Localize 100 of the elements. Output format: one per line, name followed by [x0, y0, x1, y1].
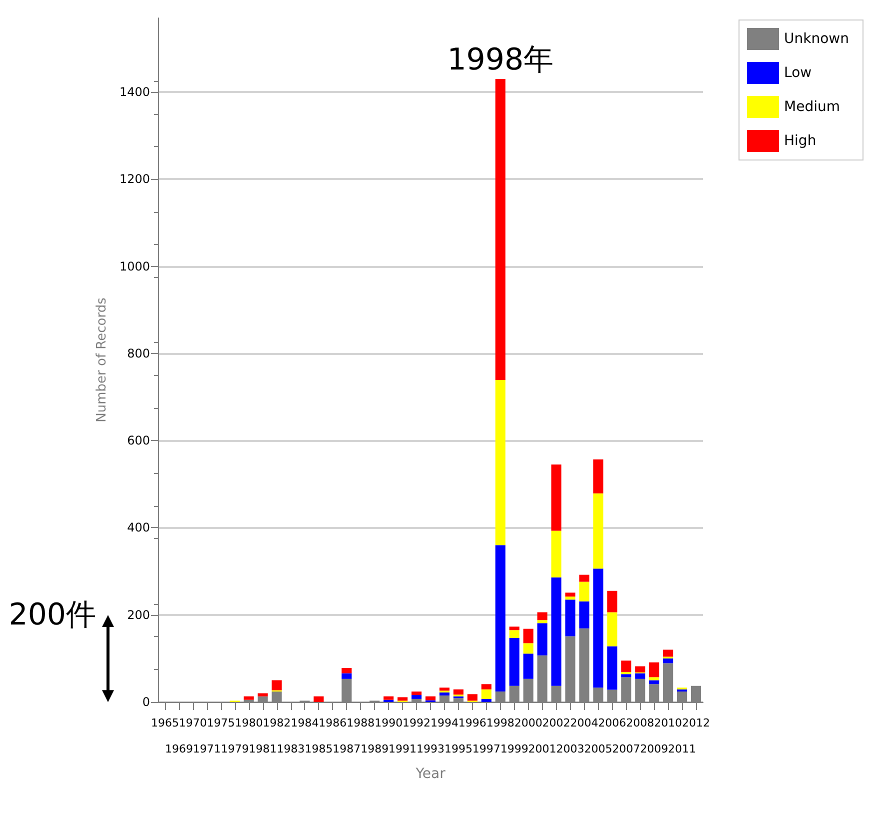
bar	[607, 590, 618, 612]
bar	[593, 493, 604, 569]
legend-label: High	[784, 133, 816, 149]
bar	[342, 668, 352, 674]
bar	[495, 78, 506, 380]
bar	[607, 646, 618, 690]
bar	[565, 600, 576, 636]
bar	[649, 680, 660, 684]
x-tick-label: 2005	[584, 742, 612, 756]
bar	[551, 577, 562, 686]
bar	[621, 674, 632, 678]
bar	[411, 695, 422, 699]
bar	[342, 673, 352, 679]
bar	[649, 662, 660, 678]
bar	[621, 660, 632, 672]
bar	[481, 684, 492, 690]
bar	[523, 643, 534, 654]
bar	[551, 530, 562, 578]
x-tick-label: 1989	[360, 742, 389, 756]
x-tick-label: 1998	[486, 716, 514, 730]
bar	[425, 696, 436, 700]
x-tick-label: 1982	[262, 716, 291, 730]
y-tick-label: 1400	[119, 85, 150, 100]
bar	[439, 692, 450, 696]
x-tick-label: 2011	[668, 742, 696, 756]
bar	[537, 623, 548, 656]
bar	[411, 692, 422, 696]
bar	[481, 689, 492, 699]
bar	[509, 630, 520, 638]
x-tick-label: 1975	[206, 716, 235, 730]
bar	[649, 677, 660, 680]
y-tick-label: 600	[127, 434, 150, 448]
bar	[579, 601, 590, 628]
annotation: 1998年	[447, 42, 554, 78]
bar	[663, 650, 674, 657]
x-tick-label: 1980	[234, 716, 263, 730]
x-tick-label: 1986	[318, 716, 347, 730]
x-tick-label: 1981	[248, 742, 277, 756]
x-tick-label: 2002	[542, 716, 570, 730]
bar	[258, 693, 268, 696]
bar	[509, 626, 520, 630]
y-tick-label: 0	[142, 695, 150, 709]
x-tick-label: 1997	[472, 742, 500, 756]
bar	[551, 464, 562, 531]
x-tick-label: 2003	[556, 742, 584, 756]
bar	[677, 689, 688, 692]
y-tick-label: 400	[127, 520, 150, 535]
y-tick-label: 1000	[119, 259, 150, 274]
legend-label: Unknown	[784, 31, 850, 47]
bar	[439, 688, 450, 691]
x-tick-label: 2010	[654, 716, 682, 730]
x-tick-label: 1969	[164, 742, 193, 756]
bar	[579, 574, 590, 582]
x-tick-label: 2006	[598, 716, 626, 730]
x-tick-label: 1987	[332, 742, 361, 756]
x-tick-label: 1996	[458, 716, 486, 730]
bar	[635, 673, 646, 679]
bar	[272, 680, 282, 690]
y-tick-label: 200	[127, 608, 150, 622]
bar	[537, 620, 548, 624]
legend-label: Medium	[784, 99, 840, 115]
bar	[537, 612, 548, 620]
bar	[593, 459, 604, 494]
bar	[593, 568, 604, 688]
bar	[467, 694, 478, 701]
bar	[314, 696, 324, 702]
x-tick-label: 1983	[276, 742, 305, 756]
y-axis-title: Number of Records	[94, 297, 110, 422]
y-tick-label: 800	[127, 346, 150, 360]
bar	[384, 696, 394, 700]
bar	[481, 698, 492, 702]
bar	[523, 628, 534, 644]
x-tick-label: 2007	[612, 742, 640, 756]
bar	[495, 545, 506, 692]
bar	[453, 689, 464, 695]
x-tick-label: 1970	[178, 716, 207, 730]
bar	[398, 697, 408, 701]
x-tick-label: 1992	[402, 716, 431, 730]
bar	[509, 638, 520, 686]
bar	[565, 592, 576, 597]
x-tick-label: 1979	[220, 742, 249, 756]
x-tick-label: 1965	[150, 716, 179, 730]
x-tick-label: 2001	[528, 742, 556, 756]
bar	[635, 666, 646, 672]
bar	[579, 582, 590, 602]
x-tick-label: 1991	[388, 742, 417, 756]
x-tick-label: 1985	[304, 742, 333, 756]
x-tick-label: 1984	[290, 716, 319, 730]
bar	[607, 612, 618, 646]
x-tick-label: 2012	[682, 716, 710, 730]
x-tick-label: 2009	[640, 742, 668, 756]
x-tick-label: 1995	[444, 742, 472, 756]
bar	[244, 696, 254, 700]
x-tick-label: 1990	[374, 716, 403, 730]
x-tick-label: 1999	[500, 742, 528, 756]
text: 200件	[8, 597, 96, 632]
x-axis-title: Year	[414, 766, 446, 782]
x-tick-label: 1994	[430, 716, 458, 730]
x-tick-label: 2008	[626, 716, 654, 730]
bar	[495, 380, 506, 546]
